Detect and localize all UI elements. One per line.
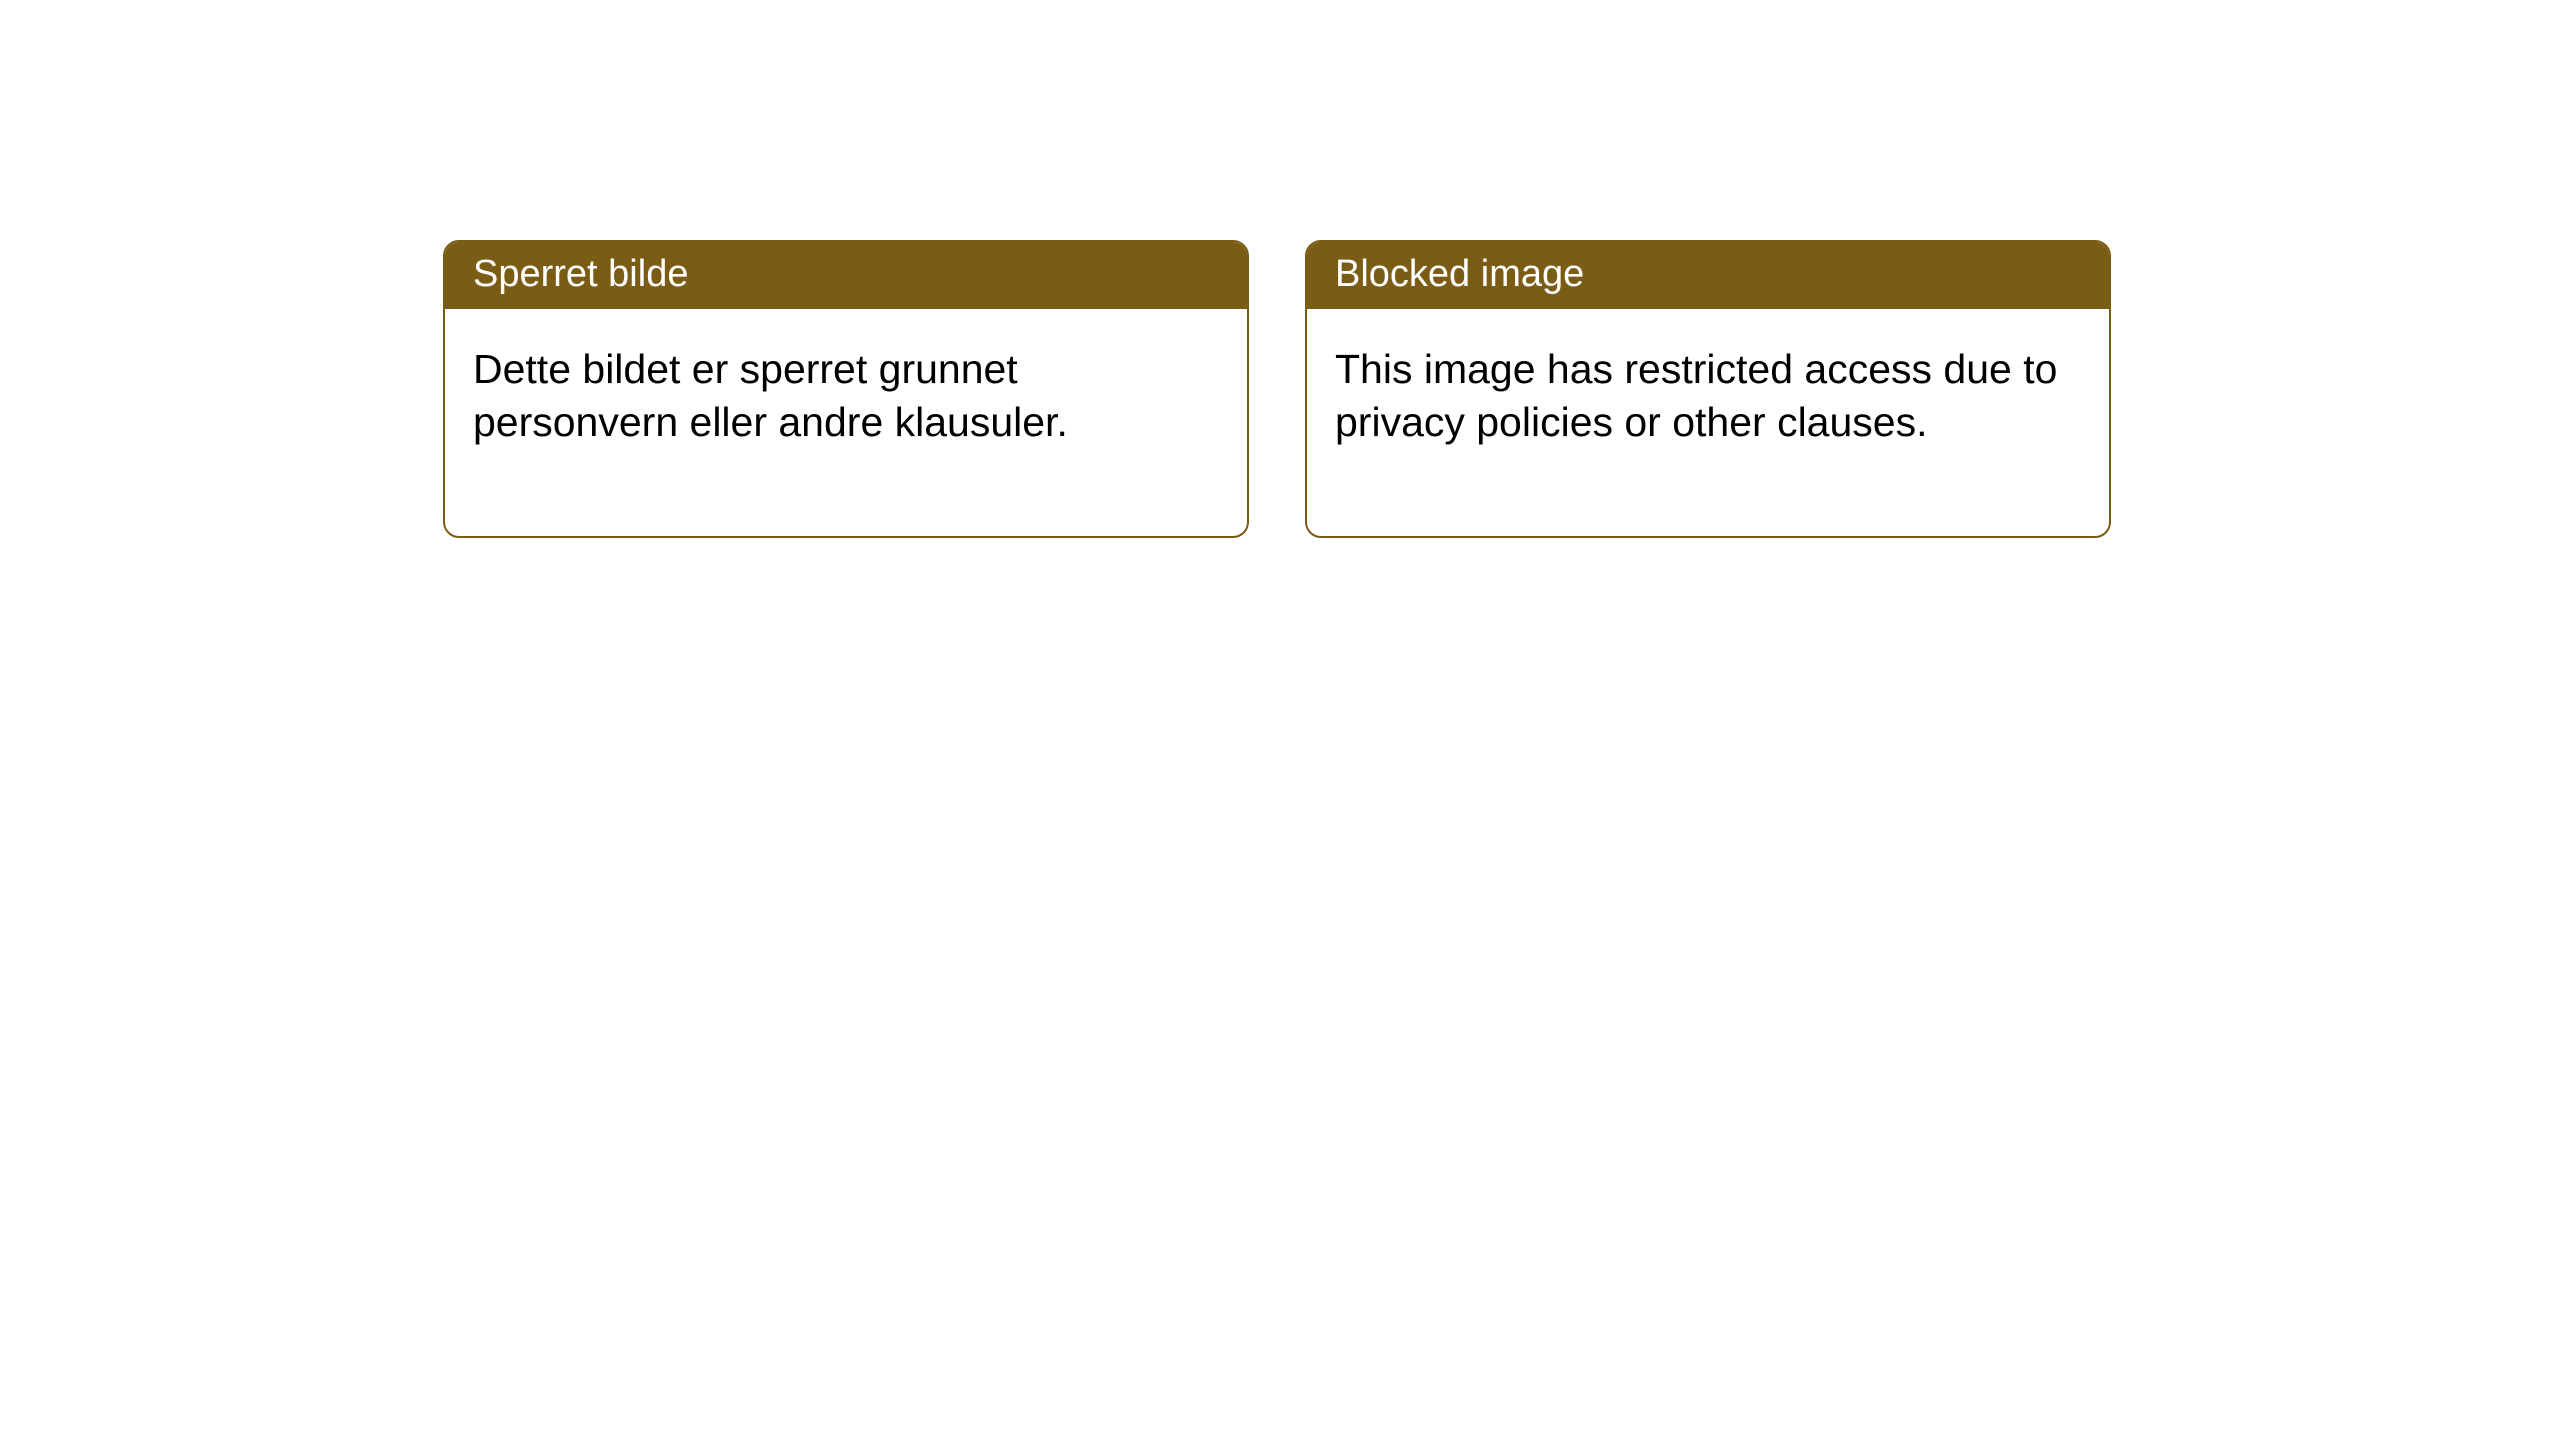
notice-container: Sperret bilde Dette bildet er sperret gr… xyxy=(443,240,2111,538)
card-body-en: This image has restricted access due to … xyxy=(1307,309,2109,536)
card-title-no: Sperret bilde xyxy=(473,253,688,295)
notice-card-english: Blocked image This image has restricted … xyxy=(1305,240,2111,538)
card-header-en: Blocked image xyxy=(1307,242,2109,309)
card-title-en: Blocked image xyxy=(1335,253,1584,295)
card-text-en: This image has restricted access due to … xyxy=(1335,346,2057,444)
card-text-no: Dette bildet er sperret grunnet personve… xyxy=(473,346,1068,444)
notice-card-norwegian: Sperret bilde Dette bildet er sperret gr… xyxy=(443,240,1249,538)
card-header-no: Sperret bilde xyxy=(445,242,1247,309)
card-body-no: Dette bildet er sperret grunnet personve… xyxy=(445,309,1247,536)
